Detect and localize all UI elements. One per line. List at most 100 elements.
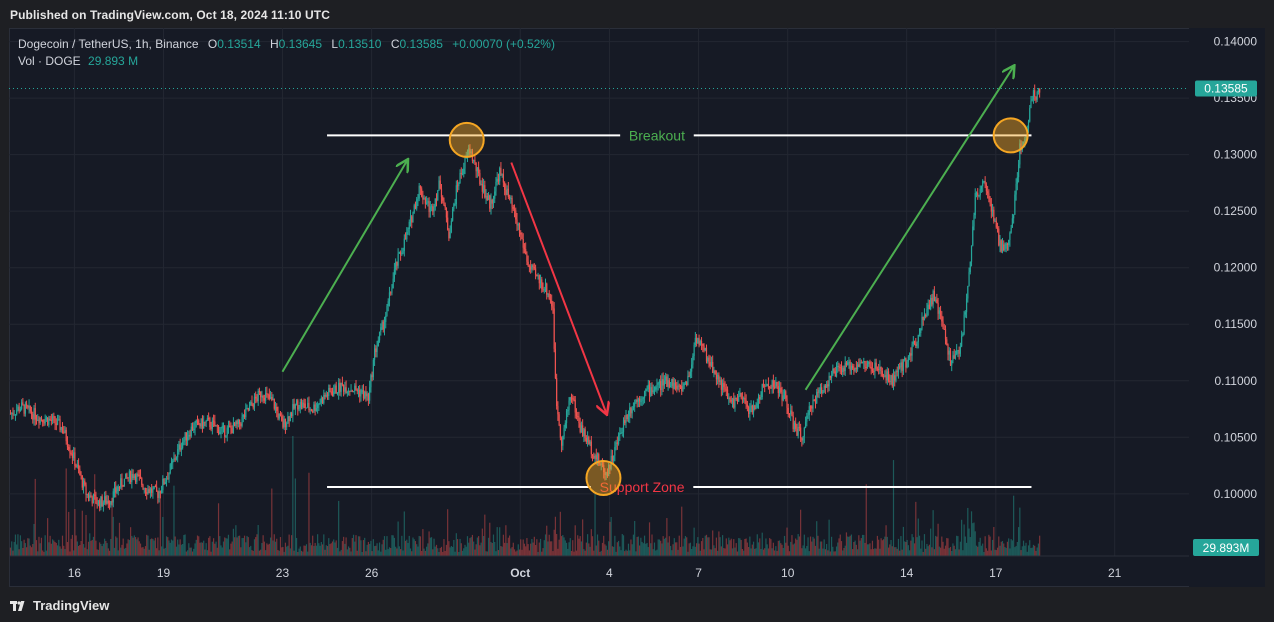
volume-bar [16, 544, 18, 556]
volume-bar [632, 534, 635, 556]
volume-bar [117, 550, 119, 556]
candle-body [515, 210, 517, 220]
volume-bar [300, 550, 303, 556]
candle-body [947, 344, 949, 355]
candle-body [849, 361, 851, 371]
volume-bar [468, 542, 470, 556]
volume-bar [800, 509, 802, 556]
candle-body [816, 391, 818, 404]
candle-body [206, 418, 209, 421]
volume-bar [75, 535, 77, 556]
candle-body [887, 371, 890, 382]
candle-body [927, 304, 929, 310]
candle-body [235, 421, 237, 426]
candle-body [216, 425, 218, 427]
volume-bar [494, 541, 496, 556]
volume-bar [861, 534, 864, 556]
volume-bar [21, 541, 23, 556]
volume-bar [790, 541, 792, 556]
candle-body [1010, 227, 1012, 233]
volume-bar [276, 538, 278, 556]
candle-body [749, 408, 751, 415]
volume-bar [662, 536, 664, 556]
candle-body [771, 380, 773, 389]
volume-bar [366, 544, 368, 556]
candle-body [345, 387, 347, 394]
volume-bar [134, 537, 137, 556]
volume-bar [450, 545, 452, 556]
candle-body [273, 399, 275, 409]
volume-bar [563, 537, 565, 556]
volume-bar [54, 542, 56, 556]
candle-body [261, 395, 263, 398]
candle-body [501, 174, 503, 176]
volume-bar [139, 543, 142, 556]
candle-body [491, 199, 493, 204]
volume-bar [700, 541, 703, 556]
volume-bar [622, 535, 625, 556]
candle-body [538, 275, 540, 284]
volume-bar [84, 547, 86, 556]
candle-body [22, 402, 24, 405]
volume-bar [512, 542, 514, 556]
candle-body [25, 403, 28, 406]
volume-bar [1031, 547, 1033, 556]
volume-bar [382, 539, 384, 556]
candle-body [827, 384, 829, 387]
volume-bar [408, 535, 410, 556]
candle-body [714, 370, 716, 375]
candle-body [890, 375, 892, 382]
volume-bar [957, 536, 959, 556]
volume-label[interactable]: Vol · DOGE [18, 54, 81, 68]
volume-bar [922, 551, 924, 556]
candle-body [933, 290, 935, 302]
candle-body [850, 365, 852, 371]
volume-bar [609, 521, 611, 556]
candle-body [532, 265, 534, 267]
volume-bar [128, 540, 130, 556]
volume-bar [473, 541, 475, 556]
candle-body [895, 371, 897, 381]
volume-bar [994, 549, 996, 556]
candle-body [907, 356, 909, 362]
open-value: 0.13514 [217, 37, 261, 51]
volume-bar [655, 550, 657, 556]
candle-body [406, 231, 408, 240]
candle-body [787, 407, 789, 415]
volume-bar [141, 547, 143, 556]
tradingview-logo[interactable]: TradingView [10, 598, 109, 613]
candle-body [781, 392, 783, 401]
volume-bar [674, 542, 677, 556]
volume-bar [471, 534, 474, 556]
volume-bar [370, 540, 372, 556]
candle-body [1009, 232, 1011, 240]
candle-body [1003, 244, 1005, 251]
symbol-title[interactable]: Dogecoin / TetherUS, 1h, Binance [18, 37, 199, 51]
candle-body [175, 457, 178, 460]
volume-bar [380, 551, 382, 556]
candle-body [709, 362, 711, 366]
candle-body [782, 395, 784, 401]
volume-bar [304, 545, 306, 556]
candle-body [190, 426, 192, 437]
volume-bar [887, 547, 890, 556]
volume-bar [583, 549, 585, 556]
volume-bar [456, 539, 459, 556]
volume-bar [590, 529, 592, 556]
candle-body [500, 168, 502, 175]
volume-bar [584, 550, 586, 556]
volume-bar [248, 547, 251, 556]
candle-body [575, 412, 578, 417]
candle-body [754, 405, 756, 410]
candle-body [95, 495, 97, 504]
volume-bar [435, 544, 438, 556]
volume-bar [892, 460, 895, 556]
candle-body [541, 279, 543, 289]
volume-bar [367, 541, 369, 556]
volume-bar [224, 537, 226, 556]
candle-body [662, 379, 664, 386]
candle-body [84, 480, 86, 485]
volume-bar [552, 551, 554, 556]
volume-bar [458, 551, 460, 556]
